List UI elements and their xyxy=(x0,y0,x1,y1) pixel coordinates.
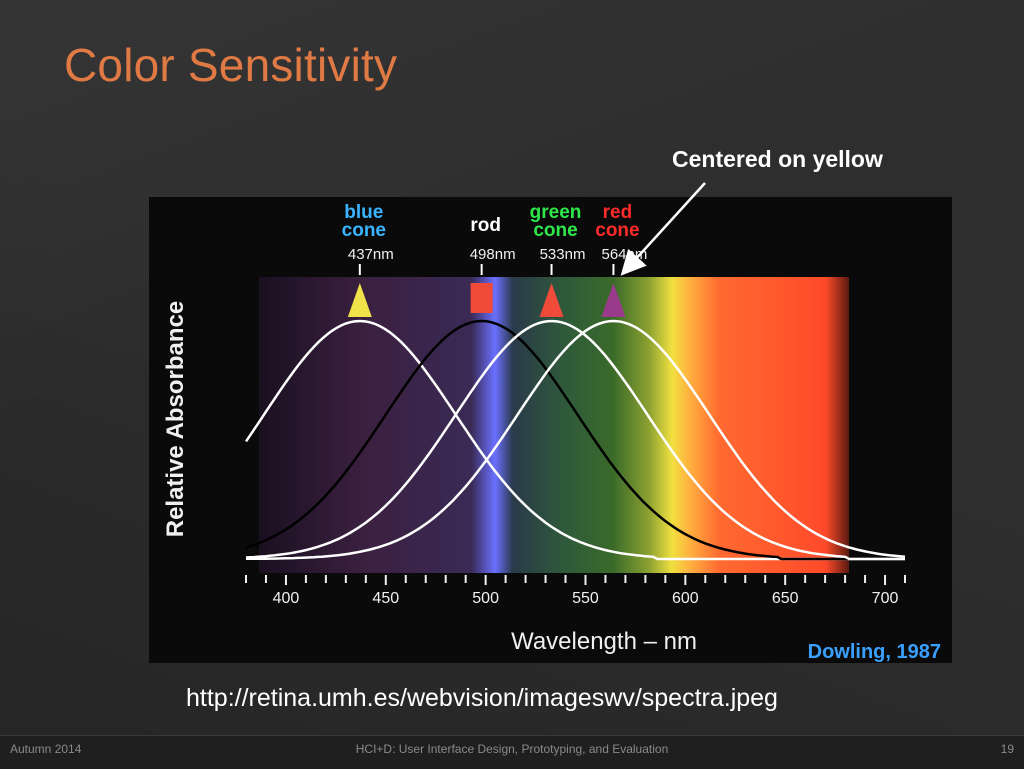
x-tick-label: 600 xyxy=(672,590,699,607)
y-axis-label: Relative Absorbance xyxy=(162,301,189,538)
footer-term: Autumn 2014 xyxy=(10,742,82,756)
x-tick-label: 500 xyxy=(472,590,499,607)
slide-title: Color Sensitivity xyxy=(64,39,398,91)
peak-label-green-cone: 533nm xyxy=(540,246,586,263)
x-axis-label: Wavelength – nm xyxy=(511,628,697,655)
marker-red-cone xyxy=(601,283,626,317)
footer-course: HCI+D: User Interface Design, Prototypin… xyxy=(355,742,669,756)
x-tick-label: 700 xyxy=(872,590,899,607)
series-label-blue-cone: blue cone xyxy=(342,202,386,241)
page-number: 19 xyxy=(1000,742,1014,756)
source-url: http://retina.umh.es/webvision/imageswv/… xyxy=(186,684,778,712)
x-tick-label: 650 xyxy=(772,590,799,607)
peak-label-blue-cone: 437nm xyxy=(348,246,394,263)
slide-footer: Autumn 2014 HCI+D: User Interface Design… xyxy=(0,735,1024,769)
spectrum-band xyxy=(259,277,849,573)
curve-rod xyxy=(245,319,905,561)
x-tick-label: 400 xyxy=(273,590,300,607)
series-label-green-cone: green cone xyxy=(530,202,582,241)
chart-credit: Dowling, 1987 xyxy=(808,641,941,663)
spectra-chart: 400 450 500 550 600 650 700 blue cone 437nm rod 49… xyxy=(149,197,952,663)
curve-green-cone xyxy=(245,319,905,561)
marker-blue-cone xyxy=(347,283,372,317)
chart-svg: 400 450 500 550 600 650 700 blue cone 437nm rod 49… xyxy=(162,202,941,663)
marker-green-cone xyxy=(539,283,564,317)
peak-label-rod: 498nm xyxy=(470,246,516,263)
series-label-rod: rod xyxy=(470,215,501,236)
x-tick-label: 550 xyxy=(572,590,599,607)
callout-text: Centered on yellow xyxy=(672,146,883,172)
series-label-red-cone: red cone xyxy=(595,202,639,241)
curve-red-cone xyxy=(246,319,906,561)
marker-rod xyxy=(470,283,493,313)
x-tick-label: 450 xyxy=(372,590,399,607)
